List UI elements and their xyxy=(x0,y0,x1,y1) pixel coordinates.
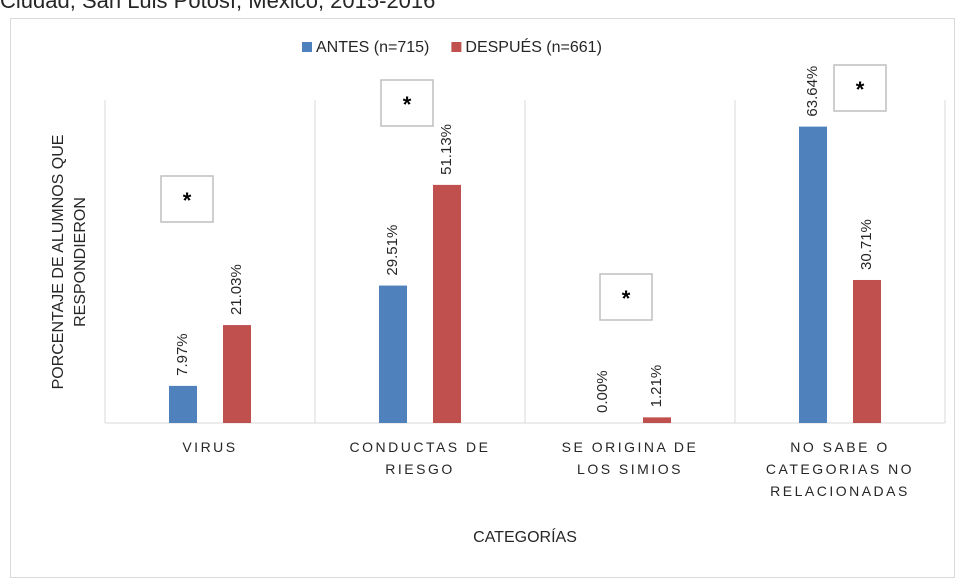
data-label: 21.03% xyxy=(228,264,245,315)
annotation: * xyxy=(183,188,192,213)
chart-title: Ciudad, San Luis Potosí, México, 2015-20… xyxy=(0,0,435,13)
legend-swatch xyxy=(302,42,312,52)
data-label: 51.13% xyxy=(438,124,455,175)
x-tick-label: CONDUCTAS DE RIESGO xyxy=(350,439,491,477)
bar xyxy=(643,417,671,423)
bar xyxy=(799,126,827,423)
bar xyxy=(169,385,197,423)
data-label: 29.51% xyxy=(384,225,401,276)
legend-label: ANTES (n=715) xyxy=(316,39,429,56)
annotation-box xyxy=(380,79,434,127)
x-tick-label: NO SABE O CATEGORIAS NO RELACIONADAS xyxy=(766,439,914,499)
annotation: * xyxy=(403,92,412,117)
data-label: 1.21% xyxy=(648,365,665,408)
data-label: 30.71% xyxy=(858,219,875,270)
y-axis-label: PORCENTAJE DE ALUMNOS QUE RESPONDIERON xyxy=(50,135,89,390)
bar xyxy=(853,279,881,423)
bar xyxy=(223,325,251,423)
bar xyxy=(379,285,407,423)
chart-border xyxy=(10,18,955,578)
annotation-box xyxy=(599,273,653,321)
bar xyxy=(433,184,461,423)
legend-swatch xyxy=(451,42,462,52)
x-tick-label: SE ORIGINA DE LOS SIMIOS xyxy=(562,439,699,477)
legend-label: DESPUÉS (n=661) xyxy=(465,37,602,56)
x-axis-label: CATEGORÍAS xyxy=(473,527,577,546)
data-label: 7.97% xyxy=(174,333,191,376)
annotation-box xyxy=(833,64,887,112)
x-tick-label: VIRUS xyxy=(182,439,237,455)
annotation: * xyxy=(856,77,865,102)
data-label: 63.64% xyxy=(804,66,821,117)
annotation-box xyxy=(160,175,214,223)
data-label: 0.00% xyxy=(594,370,611,413)
annotation: * xyxy=(622,286,631,311)
